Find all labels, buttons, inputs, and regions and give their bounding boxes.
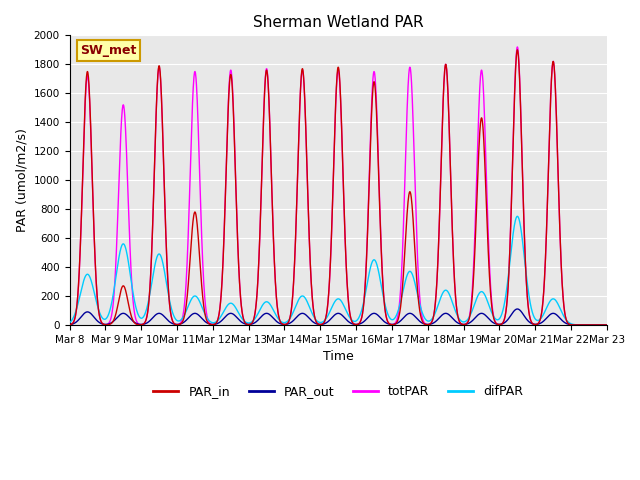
Text: SW_met: SW_met: [80, 44, 137, 57]
Legend: PAR_in, PAR_out, totPAR, difPAR: PAR_in, PAR_out, totPAR, difPAR: [148, 380, 528, 403]
Y-axis label: PAR (umol/m2/s): PAR (umol/m2/s): [15, 128, 28, 232]
Title: Sherman Wetland PAR: Sherman Wetland PAR: [253, 15, 424, 30]
X-axis label: Time: Time: [323, 350, 354, 363]
